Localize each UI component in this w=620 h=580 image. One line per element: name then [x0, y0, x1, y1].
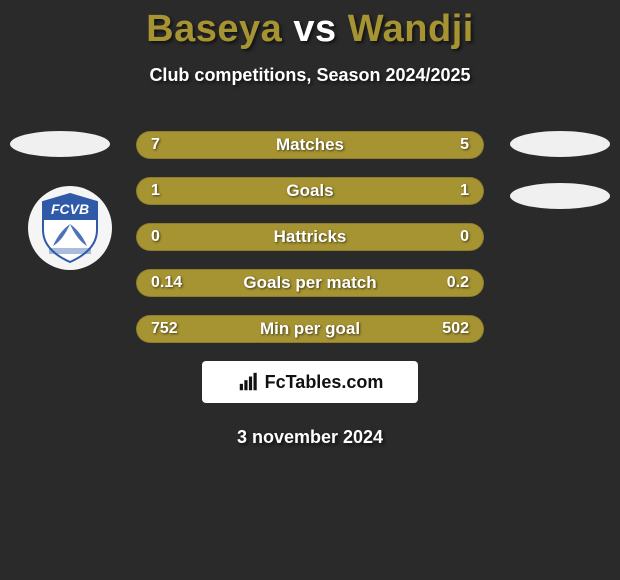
stat-row: 752 502 Min per goal: [136, 315, 484, 343]
player2-ellipse-placeholder-1: [510, 131, 610, 157]
stat-value-left: 752: [151, 320, 178, 338]
player1-name: Baseya: [146, 8, 282, 50]
stat-label: Min per goal: [260, 319, 360, 339]
player1-ellipse-placeholder: [10, 131, 110, 157]
stat-row: 0 0 Hattricks: [136, 223, 484, 251]
stat-row: 7 5 Matches: [136, 131, 484, 159]
stat-bars: 7 5 Matches 1 1 Goals 0 0 Hattricks 0.14 0.2 Goals …: [136, 131, 484, 343]
stat-value-left: 0.14: [151, 274, 182, 292]
stat-value-right: 5: [460, 136, 469, 154]
vs-separator: vs: [293, 8, 336, 50]
club-badge: FCVB: [28, 186, 112, 270]
stat-label: Matches: [276, 135, 344, 155]
stat-fill-left: [137, 178, 310, 204]
stat-row: 1 1 Goals: [136, 177, 484, 205]
club-shield-icon: FCVB: [39, 192, 101, 264]
page-title: Baseya vs Wandji: [0, 0, 620, 51]
svg-text:FCVB: FCVB: [51, 201, 89, 217]
stat-value-right: 1: [460, 182, 469, 200]
stat-label: Goals: [286, 181, 333, 201]
player2-name: Wandji: [348, 8, 474, 50]
stat-label: Goals per match: [243, 273, 376, 293]
stats-area: FCVB 7 5 Matches 1 1 Goals 0 0 Hattricks 0.14 0.2 G…: [0, 131, 620, 448]
stat-label: Hattricks: [274, 227, 347, 247]
stat-value-right: 0.2: [447, 274, 469, 292]
stat-row: 0.14 0.2 Goals per match: [136, 269, 484, 297]
stat-value-left: 1: [151, 182, 160, 200]
stat-value-right: 502: [442, 320, 469, 338]
date: 3 november 2024: [0, 427, 620, 448]
stat-value-left: 0: [151, 228, 160, 246]
branding-box[interactable]: FcTables.com: [202, 361, 418, 403]
subtitle: Club competitions, Season 2024/2025: [0, 65, 620, 86]
stat-value-left: 7: [151, 136, 160, 154]
branding-name: FcTables.com: [265, 372, 384, 393]
player2-ellipse-placeholder-2: [510, 183, 610, 209]
stat-fill-right: [310, 178, 483, 204]
bar-chart-icon: [237, 371, 259, 393]
stat-value-right: 0: [460, 228, 469, 246]
